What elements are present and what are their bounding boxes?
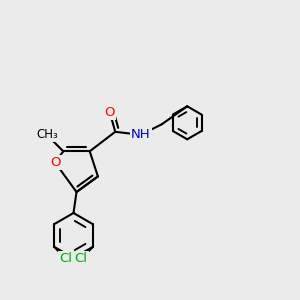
Text: Cl: Cl (74, 252, 88, 265)
Text: O: O (50, 156, 60, 169)
Text: O: O (105, 106, 115, 119)
Text: Cl: Cl (59, 252, 73, 265)
Text: CH₃: CH₃ (36, 128, 58, 141)
Text: NH: NH (131, 128, 151, 141)
